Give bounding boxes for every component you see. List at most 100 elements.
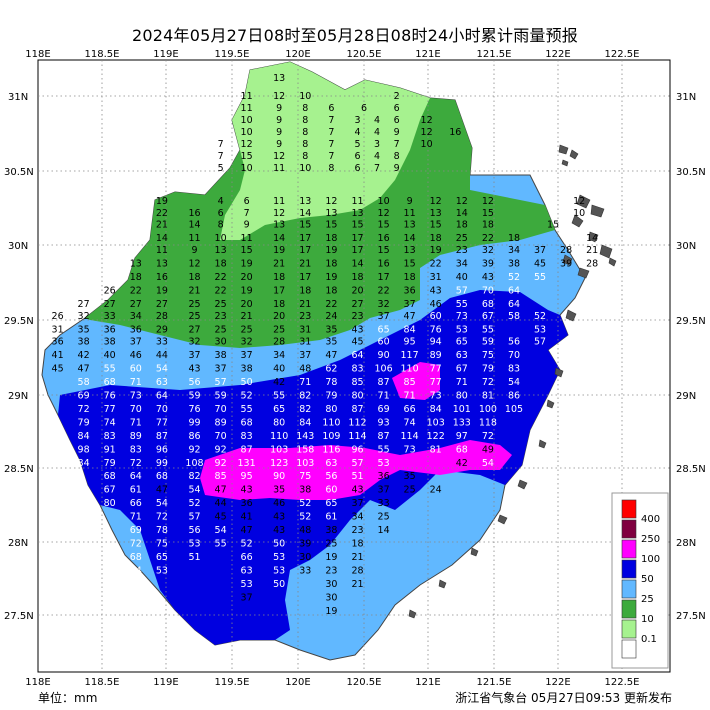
station-value: 133 bbox=[453, 417, 471, 428]
station-value: 45 bbox=[52, 364, 64, 375]
station-value: 87 bbox=[156, 431, 168, 442]
station-value: 89 bbox=[130, 431, 142, 442]
legend-swatch bbox=[621, 639, 637, 659]
station-value: 25 bbox=[273, 325, 285, 336]
station-value: 21 bbox=[299, 299, 311, 310]
station-value: 20 bbox=[241, 272, 253, 283]
station-value: 83 bbox=[130, 444, 142, 455]
station-value: 7 bbox=[328, 127, 334, 138]
station-value: 93 bbox=[378, 417, 390, 428]
station-value: 7 bbox=[218, 139, 224, 150]
station-value: 22 bbox=[378, 286, 390, 297]
station-value: 48 bbox=[299, 525, 311, 536]
station-value: 11 bbox=[156, 245, 168, 256]
y-tick-label: 29N bbox=[676, 391, 696, 402]
station-value: 68 bbox=[456, 444, 468, 455]
station-value: 80 bbox=[273, 417, 285, 428]
station-value: 37 bbox=[215, 364, 227, 375]
station-value: 4 bbox=[218, 196, 224, 207]
station-value: 12 bbox=[430, 196, 442, 207]
station-value: 14 bbox=[586, 233, 598, 244]
station-value: 72 bbox=[156, 512, 168, 523]
station-value: 64 bbox=[156, 390, 168, 401]
station-value: 33 bbox=[104, 311, 116, 322]
y-tick-label: 31N bbox=[676, 92, 696, 103]
x-tick-label: 120.5E bbox=[347, 49, 382, 60]
station-value: 8 bbox=[302, 139, 308, 150]
x-tick-label: 118E bbox=[25, 49, 50, 60]
station-value: 12 bbox=[421, 127, 433, 138]
station-value: 25 bbox=[215, 299, 227, 310]
station-value: 94 bbox=[430, 337, 442, 348]
station-value: 25 bbox=[378, 512, 390, 523]
station-value: 6 bbox=[394, 103, 400, 114]
station-value: 41 bbox=[241, 512, 253, 523]
station-value: 117 bbox=[401, 350, 419, 361]
station-value: 12 bbox=[273, 91, 285, 102]
x-tick-label: 119.5E bbox=[215, 49, 250, 60]
station-value: 19 bbox=[325, 272, 337, 283]
station-value: 35 bbox=[325, 337, 337, 348]
legend-swatch bbox=[621, 519, 637, 539]
station-value: 21 bbox=[188, 286, 200, 297]
station-value: 65 bbox=[156, 552, 168, 563]
station-value: 8 bbox=[302, 127, 308, 138]
legend-box bbox=[611, 492, 669, 669]
station-value: 11 bbox=[273, 196, 285, 207]
station-value: 69 bbox=[378, 404, 390, 415]
station-value: 80 bbox=[104, 498, 116, 509]
station-value: 55 bbox=[104, 364, 116, 375]
station-value: 16 bbox=[378, 259, 390, 270]
station-value: 73 bbox=[456, 311, 468, 322]
station-value: 54 bbox=[130, 566, 142, 577]
station-value: 46 bbox=[430, 299, 442, 310]
station-value: 33 bbox=[378, 498, 390, 509]
station-value: 83 bbox=[104, 431, 116, 442]
station-value: 76 bbox=[104, 390, 116, 401]
station-value: 21 bbox=[299, 259, 311, 270]
station-value: 10 bbox=[573, 208, 585, 219]
station-value: 85 bbox=[215, 471, 227, 482]
x-axis-bottom: 118E 118.5E 119E 119.5E 120E 120.5E 121E… bbox=[25, 677, 639, 688]
station-value: 17 bbox=[351, 233, 363, 244]
station-value: 18 bbox=[351, 272, 363, 283]
station-value: 22 bbox=[156, 208, 168, 219]
station-value: 43 bbox=[273, 512, 285, 523]
station-value: 31 bbox=[52, 325, 64, 336]
station-value: 65 bbox=[273, 404, 285, 415]
station-value: 46 bbox=[130, 350, 142, 361]
station-value: 86 bbox=[508, 390, 520, 401]
station-value: 11 bbox=[404, 208, 416, 219]
station-value: 17 bbox=[378, 272, 390, 283]
station-value: 13 bbox=[404, 245, 416, 256]
station-value: 83 bbox=[351, 364, 363, 375]
station-value: 122 bbox=[427, 431, 445, 442]
station-value: 13 bbox=[299, 196, 311, 207]
station-value: 80 bbox=[351, 390, 363, 401]
station-value: 53 bbox=[378, 458, 390, 469]
station-value: 59 bbox=[188, 390, 200, 401]
station-value: 4 bbox=[374, 151, 380, 162]
station-value: 17 bbox=[299, 233, 311, 244]
station-value: 47 bbox=[215, 485, 227, 496]
station-value: 34 bbox=[351, 512, 363, 523]
station-value: 71 bbox=[378, 390, 390, 401]
station-value: 18 bbox=[508, 233, 520, 244]
station-value: 84 bbox=[78, 431, 90, 442]
station-value: 22 bbox=[215, 286, 227, 297]
station-value: 18 bbox=[430, 233, 442, 244]
station-value: 23 bbox=[351, 311, 363, 322]
station-value: 13 bbox=[273, 73, 285, 84]
legend-swatch bbox=[621, 599, 637, 619]
station-value: 81 bbox=[482, 390, 494, 401]
station-value: 9 bbox=[276, 139, 282, 150]
station-value: 18 bbox=[325, 233, 337, 244]
station-value: 79 bbox=[325, 390, 337, 401]
station-value: 6 bbox=[394, 115, 400, 126]
station-value: 9 bbox=[394, 163, 400, 174]
station-value: 70 bbox=[482, 286, 494, 297]
station-value: 37 bbox=[241, 350, 253, 361]
station-value: 11 bbox=[188, 233, 200, 244]
station-value: 28 bbox=[273, 337, 285, 348]
